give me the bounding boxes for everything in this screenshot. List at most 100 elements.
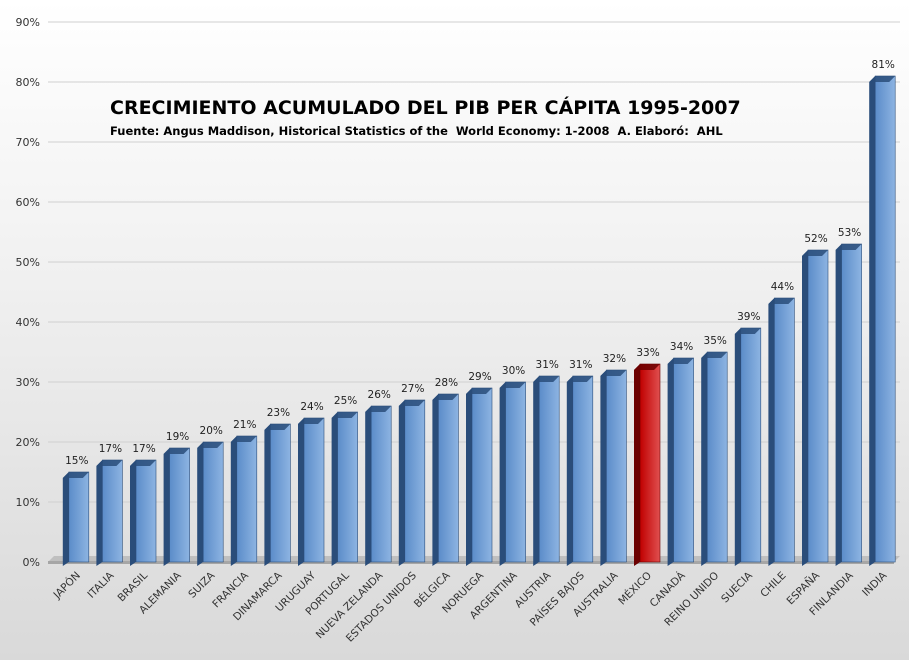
bar [566,375,594,566]
bar-top [331,412,358,418]
bar-top [432,394,459,400]
bar-side [62,472,69,566]
bar-top [163,448,190,454]
bar-side [600,370,607,566]
data-label: 33% [636,347,659,359]
bar-side [533,376,540,566]
y-tick-label: 70% [16,136,40,149]
bar-side [499,382,506,566]
bar-side [869,76,876,566]
bar-front [169,447,190,563]
data-label: 26% [368,389,391,401]
bar-top [298,418,324,424]
bar [634,363,661,566]
bar-side [835,244,842,566]
bar-side [768,298,775,566]
bar-side [667,358,674,566]
bar-front [202,441,224,563]
bar-front [337,411,358,563]
bar-top [869,76,896,82]
bar-side [802,250,808,566]
category-label: ITALIA [85,569,117,601]
bar-front [774,297,795,563]
bar-front [236,435,258,563]
data-label: 21% [233,419,256,431]
bar-side [163,448,170,566]
data-label: 17% [132,443,155,455]
bar-side [197,442,204,566]
data-label: 30% [502,365,525,377]
y-tick-label: 80% [16,76,40,89]
bar [533,375,560,566]
bar-side [432,394,439,566]
data-label: 52% [804,233,827,245]
bar-front [673,357,694,563]
bar-top [230,436,257,442]
bar-side [398,400,405,566]
data-label: 25% [334,395,357,407]
chart-title: CRECIMIENTO ACUMULADO DEL PIB PER CÁPITA… [110,96,741,119]
y-tick-label: 40% [16,316,40,329]
bar-front [102,459,123,563]
bar-top [365,406,392,412]
bar-front [404,399,426,563]
data-label: 39% [737,311,760,323]
data-label: 28% [435,377,458,389]
bar-top [802,250,828,256]
data-label: 34% [670,341,693,353]
bar [163,447,190,566]
bar-front [740,327,762,563]
bar-front [606,369,627,563]
bar-side [365,406,372,566]
bar-top [466,388,492,394]
bar-side [264,424,271,566]
bar-front [471,387,493,563]
data-label: 81% [872,59,895,71]
bar-top [398,400,425,406]
bar-top [197,442,224,448]
bar-side [96,460,103,566]
bar-top [264,424,291,430]
bar-side [734,328,741,566]
bar [62,471,90,566]
bar-front [874,75,896,563]
bar-top [701,352,728,358]
bar-side [230,436,237,566]
bar-front [807,249,829,563]
bar-front [841,243,862,563]
bar-front [505,381,526,563]
bar-side [634,364,640,566]
bar-front [538,375,560,563]
bar [197,441,224,566]
bar [869,75,896,566]
y-tick-label: 60% [16,196,40,209]
bar [298,417,325,566]
data-label: 17% [99,443,122,455]
bar-front [135,459,157,563]
bar [600,369,627,566]
data-label: 44% [771,281,794,293]
gridlines [48,21,900,503]
bar-top [734,328,761,334]
bar [331,411,358,566]
bar [768,297,795,566]
data-labels: 15% 17% 17% 19% 20% 21% 23% 24% 25% 26% 27% 28% 29% 3… [65,59,895,467]
bar-side [466,388,472,566]
bar-side [130,460,136,566]
y-tick-label: 20% [16,436,40,449]
data-label: 27% [401,383,424,395]
y-tick-label: 90% [16,16,40,29]
bar-top [566,376,593,382]
bar [499,381,526,566]
bar-top [499,382,526,388]
category-label: CHILE [758,570,788,600]
data-label: 23% [267,407,290,419]
bar-front [68,471,90,563]
bar-top [667,358,694,364]
chart-subtitle: Fuente: Angus Maddison, Historical Stati… [110,124,723,138]
data-label: 53% [838,227,861,239]
bar-top [634,364,660,370]
bar-side [701,352,708,566]
